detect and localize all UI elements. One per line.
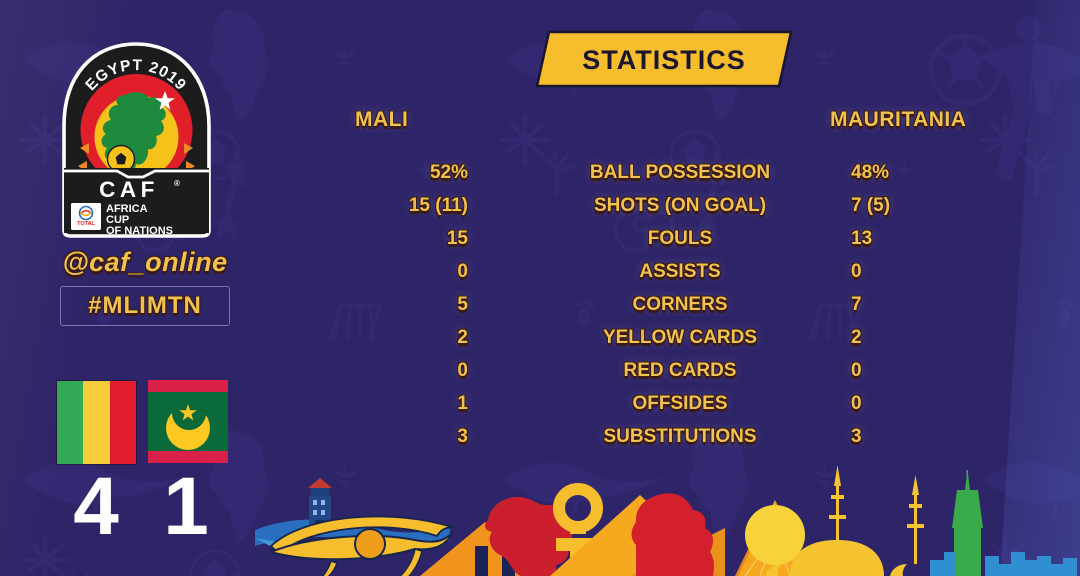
svg-text:CAF: CAF	[99, 177, 159, 202]
svg-text:TOTAL: TOTAL	[77, 221, 95, 227]
svg-text:STATISTICS: STATISTICS	[582, 45, 746, 75]
svg-text:OF NATIONS: OF NATIONS	[106, 225, 173, 237]
svg-text:®: ®	[174, 179, 180, 188]
